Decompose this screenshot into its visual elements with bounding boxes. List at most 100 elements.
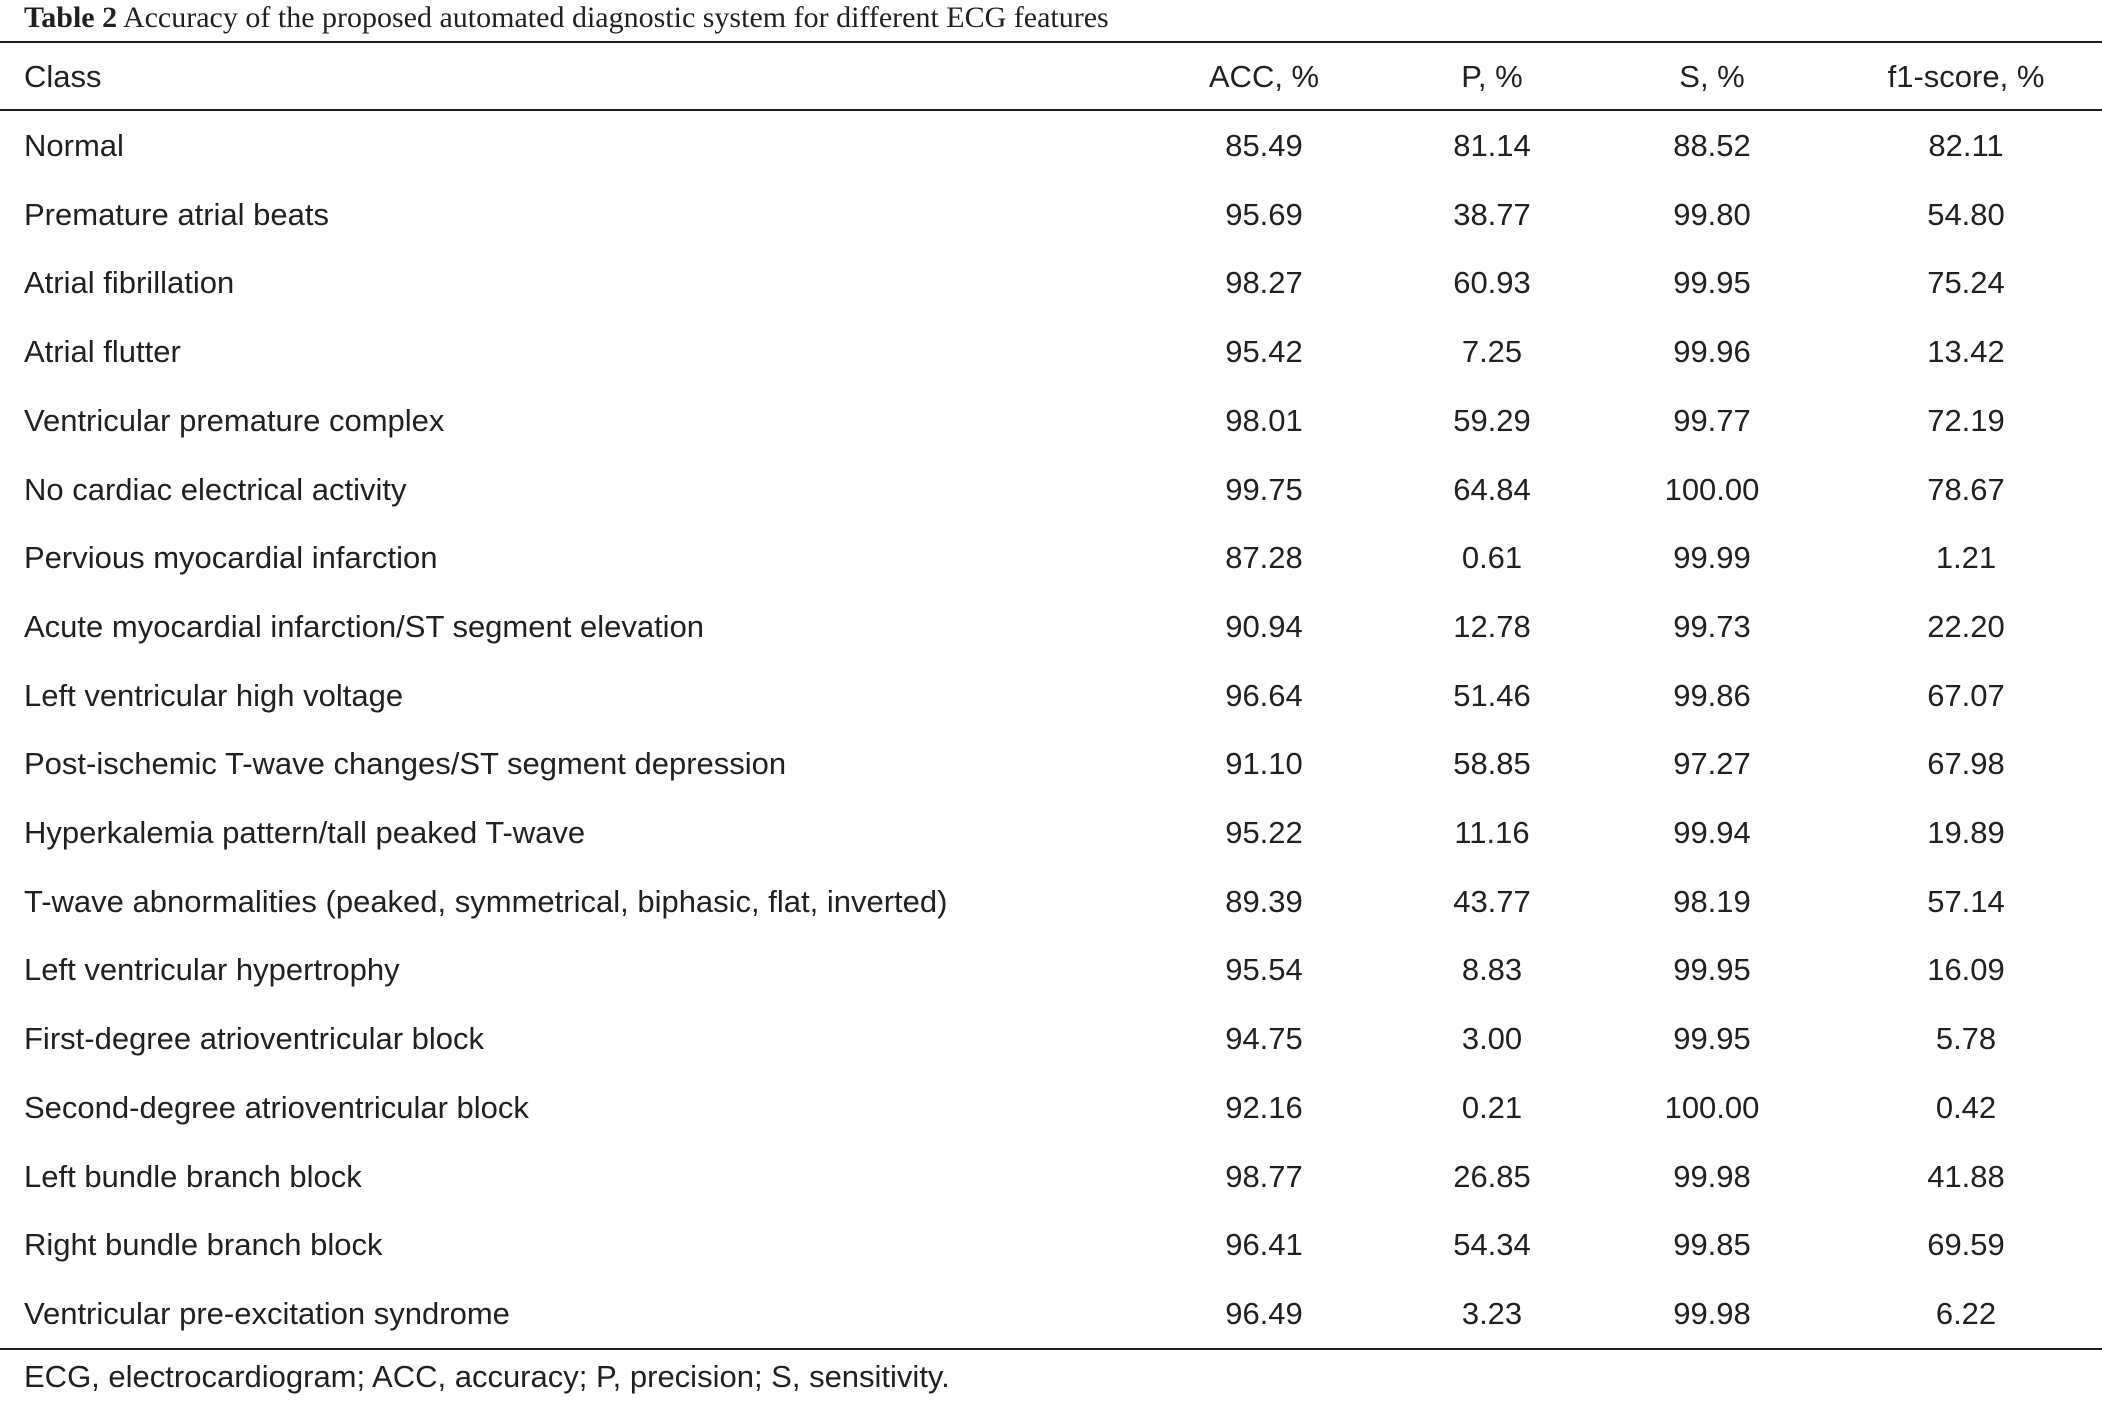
row-acc-cell: 95.22 [1225, 815, 1303, 850]
row-precision-cell: 12.78 [1453, 608, 1531, 644]
row-acc-cell: 96.64 [1225, 677, 1303, 713]
row-f1-cell: 13.42 [1927, 334, 2005, 370]
table-caption-label: Table 2 [24, 1, 118, 34]
table-bottom-rule [0, 1348, 2102, 1350]
row-acc-cell: 98.01 [1225, 402, 1303, 438]
row-class-cell: Left bundle branch block [24, 1158, 362, 1194]
table-row: No cardiac electrical activity 99.75 64.84… [0, 455, 2102, 524]
row-sensitivity-cell: 88.52 [1673, 128, 1751, 163]
row-acc-cell: 87.28 [1225, 540, 1303, 576]
row-f1-cell: 54.80 [1927, 196, 2005, 232]
row-class-cell: Ventricular pre-excitation syndrome [24, 1295, 510, 1331]
row-sensitivity-cell: 99.80 [1673, 196, 1751, 232]
row-sensitivity-cell: 100.00 [1664, 471, 1760, 507]
row-f1-cell: 67.07 [1927, 677, 2005, 713]
row-sensitivity-cell: 99.98 [1673, 1295, 1751, 1331]
row-class-cell: Atrial flutter [24, 334, 181, 370]
row-class-cell: Post-ischemic T-wave changes/ST segment … [24, 746, 787, 782]
row-class-cell: Premature atrial beats [24, 196, 329, 232]
row-acc-cell: 95.42 [1225, 334, 1303, 370]
table-caption-text: Accuracy of the proposed automated diagn… [122, 1, 1109, 34]
row-precision-cell: 81.14 [1453, 128, 1531, 163]
table-row: Pervious myocardial infarction 87.28 0.61 9… [0, 523, 2102, 592]
table-caption: Table 2 Accuracy of the proposed automat… [24, 0, 1109, 36]
row-precision-cell: 0.61 [1461, 540, 1523, 576]
row-acc-cell: 98.27 [1225, 265, 1303, 301]
row-acc-cell: 85.49 [1225, 128, 1303, 163]
table-row: Normal 85.49 81.14 88.52 82.11 [0, 111, 2102, 180]
table-header-rule [0, 109, 2102, 111]
table-row: Premature atrial beats 95.69 38.77 99.80 54.… [0, 180, 2102, 249]
row-precision-cell: 26.85 [1453, 1158, 1531, 1194]
row-class-cell: No cardiac electrical activity [24, 471, 407, 507]
row-f1-cell: 75.24 [1927, 265, 2005, 301]
table-row: Right bundle branch block 96.41 54.34 99.85… [0, 1210, 2102, 1279]
row-f1-cell: 16.09 [1927, 952, 2005, 988]
row-precision-cell: 3.00 [1461, 1021, 1523, 1057]
row-f1-cell: 1.21 [1935, 540, 1997, 576]
row-f1-cell: 19.89 [1927, 815, 2005, 850]
column-header-f1-score: f1-score, % [1887, 59, 2045, 94]
row-sensitivity-cell: 99.95 [1673, 265, 1751, 301]
row-acc-cell: 95.54 [1225, 952, 1303, 988]
row-class-cell: T-wave abnormalities (peaked, symmetrica… [24, 883, 948, 919]
row-sensitivity-cell: 99.77 [1673, 402, 1751, 438]
row-class-cell: Left ventricular high voltage [24, 677, 404, 713]
row-precision-cell: 38.77 [1453, 196, 1531, 232]
row-class-cell: Right bundle branch block [24, 1227, 383, 1263]
row-f1-cell: 6.22 [1935, 1295, 1997, 1331]
row-f1-cell: 0.42 [1935, 1089, 1997, 1125]
column-header-precision: P, % [1461, 59, 1523, 94]
table-row: Ventricular pre-excitation syndrome 96.49… [0, 1279, 2102, 1348]
table-row: Left ventricular hypertrophy 95.54 8.83 99.… [0, 935, 2102, 1004]
row-sensitivity-cell: 99.73 [1673, 608, 1751, 644]
row-sensitivity-cell: 99.86 [1673, 677, 1751, 713]
row-sensitivity-cell: 99.96 [1673, 334, 1751, 370]
table-row: Left bundle branch block 98.77 26.85 99.98 4… [0, 1142, 2102, 1211]
table-top-rule [0, 41, 2102, 43]
row-f1-cell: 72.19 [1927, 402, 2005, 438]
column-header-sensitivity: S, % [1679, 59, 1745, 94]
row-sensitivity-cell: 99.94 [1673, 815, 1751, 850]
row-acc-cell: 96.49 [1225, 1295, 1303, 1331]
row-acc-cell: 91.10 [1225, 746, 1303, 782]
row-class-cell: Second-degree atrioventricular block [24, 1089, 529, 1125]
table-row: Hyperkalemia pattern/tall peaked T-wave 9… [0, 798, 2102, 867]
row-acc-cell: 94.75 [1225, 1021, 1303, 1057]
row-precision-cell: 3.23 [1461, 1295, 1523, 1331]
table-row: Second-degree atrioventricular block 92.1… [0, 1073, 2102, 1142]
row-class-cell: Atrial fibrillation [24, 265, 235, 301]
row-precision-cell: 43.77 [1453, 883, 1531, 919]
row-precision-cell: 60.93 [1453, 265, 1531, 301]
row-precision-cell: 51.46 [1453, 677, 1531, 713]
row-precision-cell: 58.85 [1453, 746, 1531, 782]
row-precision-cell: 59.29 [1453, 402, 1531, 438]
row-acc-cell: 89.39 [1225, 883, 1303, 919]
row-precision-cell: 11.16 [1454, 815, 1530, 850]
row-f1-cell: 22.20 [1927, 608, 2005, 644]
column-header-acc: ACC, % [1208, 59, 1320, 94]
row-precision-cell: 8.83 [1461, 952, 1523, 988]
row-sensitivity-cell: 100.00 [1664, 1089, 1760, 1125]
row-sensitivity-cell: 99.95 [1673, 952, 1751, 988]
row-class-cell: Acute myocardial infarction/ST segment e… [24, 608, 705, 644]
row-class-cell: Ventricular premature complex [24, 402, 445, 438]
table-row: Left ventricular high voltage 96.64 51.46 9… [0, 661, 2102, 730]
row-class-cell: Pervious myocardial infarction [24, 540, 438, 576]
row-f1-cell: 82.11 [1928, 128, 2004, 163]
table-row: Atrial fibrillation 98.27 60.93 99.95 75.24 [0, 248, 2102, 317]
table-row: Atrial flutter 95.42 7.25 99.96 13.42 [0, 317, 2102, 386]
row-sensitivity-cell: 98.19 [1673, 883, 1751, 919]
row-acc-cell: 92.16 [1225, 1089, 1303, 1125]
row-sensitivity-cell: 99.98 [1673, 1158, 1751, 1194]
row-f1-cell: 5.78 [1935, 1021, 1997, 1057]
row-sensitivity-cell: 97.27 [1673, 746, 1751, 782]
row-f1-cell: 78.67 [1927, 471, 2005, 507]
row-acc-cell: 99.75 [1225, 471, 1303, 507]
row-precision-cell: 64.84 [1453, 471, 1531, 507]
table-row: T-wave abnormalities (peaked, symmetrica… [0, 867, 2102, 936]
row-class-cell: First-degree atrioventricular block [24, 1021, 485, 1057]
table-row: Post-ischemic T-wave changes/ST segment … [0, 729, 2102, 798]
row-class-cell: Hyperkalemia pattern/tall peaked T-wave [24, 815, 586, 850]
row-acc-cell: 98.77 [1225, 1158, 1303, 1194]
